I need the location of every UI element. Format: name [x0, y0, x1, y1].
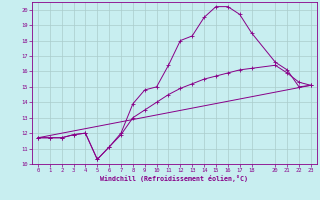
X-axis label: Windchill (Refroidissement éolien,°C): Windchill (Refroidissement éolien,°C): [100, 175, 248, 182]
